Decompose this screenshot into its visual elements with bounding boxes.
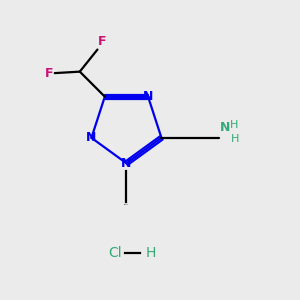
Text: N: N (143, 90, 153, 103)
Text: H: H (230, 121, 238, 130)
Text: Cl: Cl (108, 246, 122, 260)
Text: F: F (98, 35, 107, 48)
Text: F: F (45, 67, 53, 80)
Text: N: N (220, 121, 231, 134)
Text: H: H (146, 246, 156, 260)
Text: H: H (231, 134, 240, 144)
Text: N: N (86, 131, 97, 144)
Text: methyl: methyl (124, 204, 129, 205)
Text: N: N (121, 157, 132, 170)
